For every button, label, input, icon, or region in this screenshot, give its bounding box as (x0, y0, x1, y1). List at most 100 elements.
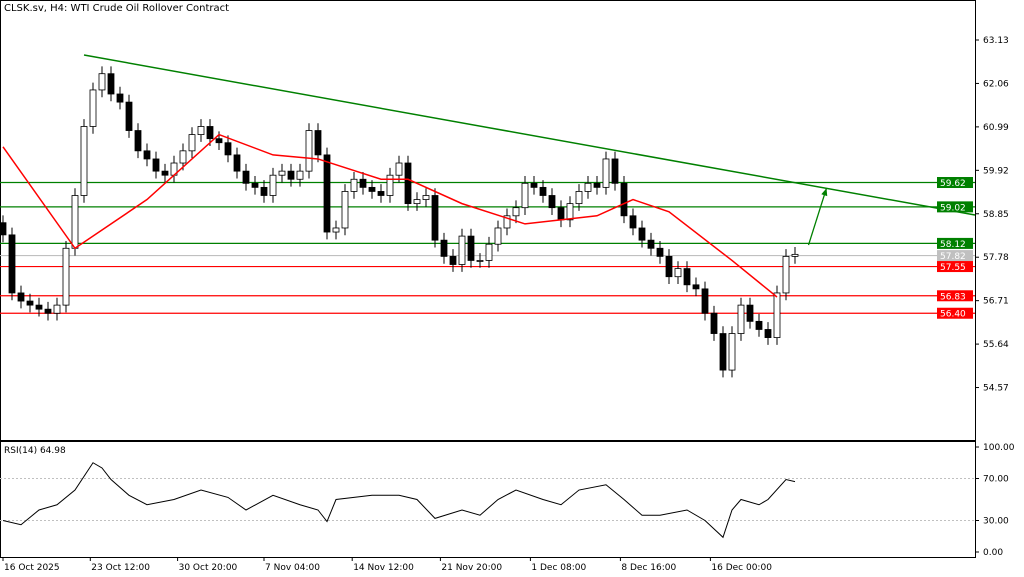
candle-body (512, 207, 520, 217)
candle (719, 326, 727, 378)
candle-body (638, 227, 646, 241)
candle-body (764, 329, 772, 338)
candle-body (701, 288, 709, 314)
candle-body (548, 195, 556, 209)
candle (26, 293, 34, 313)
candle-body (26, 300, 34, 306)
candle (152, 151, 160, 179)
candle-body (485, 243, 493, 261)
candle (17, 285, 25, 309)
candle (89, 82, 97, 134)
x-tick-label: 8 Dec 16:00 (621, 563, 676, 573)
candle-body (350, 178, 358, 192)
candle-body (593, 182, 601, 188)
candle (710, 305, 718, 341)
candle (791, 247, 799, 264)
candle (260, 180, 268, 203)
candle (440, 232, 448, 264)
candle (98, 66, 106, 98)
rsi-y-tick-label: 30.00 (983, 517, 1009, 527)
candle (593, 176, 601, 195)
support-level-label: 56.40 (940, 310, 966, 320)
candle-body (782, 255, 790, 294)
candle (44, 301, 52, 321)
candle (278, 163, 286, 183)
candle-body (251, 182, 259, 188)
candle (161, 163, 169, 183)
candle-body (620, 182, 628, 217)
support-level-badge (937, 261, 973, 273)
candle (305, 123, 313, 179)
candle-body (521, 182, 529, 209)
x-tick-label: 14 Nov 12:00 (353, 563, 414, 573)
resistance-level-badge (937, 201, 973, 213)
candle-body (17, 292, 25, 302)
candle-body (386, 174, 394, 196)
candle-body (647, 239, 655, 249)
candle-body (665, 255, 673, 278)
candle-body (287, 170, 295, 180)
candle-body (188, 134, 196, 152)
candle (566, 196, 574, 228)
rsi-line (2, 462, 796, 539)
candle (350, 171, 358, 199)
x-tick-label: 1 Dec 08:00 (531, 563, 586, 573)
candle (701, 281, 709, 321)
current-price-label: 57.82 (940, 252, 966, 262)
candle-body (611, 158, 619, 184)
candle (476, 253, 484, 268)
candle-body (80, 126, 88, 196)
candle-body (674, 268, 682, 278)
rsi-label: RSI(14) 64.98 (4, 446, 66, 456)
y-tick-label: 62.06 (983, 79, 1009, 89)
candle (512, 200, 520, 224)
candle (233, 147, 241, 179)
candle-body (215, 138, 223, 144)
y-tick-label: 56.71 (983, 297, 1009, 307)
candle (134, 123, 142, 159)
candle (116, 86, 124, 110)
candle (449, 249, 457, 272)
candle-body (179, 150, 187, 164)
chart-title: CLSK.sv, H4: WTI Crude Oil Rollover Cont… (4, 3, 230, 14)
candle (8, 227, 16, 301)
x-tick-label: 16 Oct 2025 (4, 563, 60, 573)
candle-body (98, 73, 106, 91)
resistance-level-label: 59.62 (940, 179, 966, 189)
candle (395, 155, 403, 183)
candle (296, 163, 304, 187)
candle-body (161, 170, 169, 176)
candle-body (224, 142, 232, 156)
candle (125, 94, 133, 138)
candle-body (89, 89, 97, 127)
candle-body (413, 199, 421, 205)
candle-body (557, 207, 565, 221)
candle (467, 228, 475, 268)
candle-body (125, 101, 133, 131)
candle (431, 188, 439, 248)
support-level-label: 56.83 (940, 292, 966, 302)
candle (746, 297, 754, 329)
candle (332, 220, 340, 240)
price-panel-frame (0, 0, 976, 441)
candle-body (395, 162, 403, 176)
x-tick-label: 23 Oct 12:00 (91, 563, 150, 573)
y-tick-label: 59.92 (983, 166, 1009, 176)
candle-body (314, 130, 322, 156)
candle (638, 220, 646, 248)
candle (485, 236, 493, 268)
candle (683, 261, 691, 293)
candle (602, 151, 610, 195)
candle-body (476, 260, 484, 262)
candle (755, 314, 763, 337)
candle-body (53, 304, 61, 314)
candle-body (467, 235, 475, 261)
x-tick-label: 7 Nov 04:00 (265, 563, 320, 573)
candle-body (233, 154, 241, 172)
y-tick-label: 55.64 (983, 340, 1009, 350)
candle (0, 215, 7, 243)
resistance-level-label: 59.02 (940, 203, 966, 213)
support-level-label: 57.55 (940, 263, 966, 273)
candle-body (539, 186, 547, 196)
